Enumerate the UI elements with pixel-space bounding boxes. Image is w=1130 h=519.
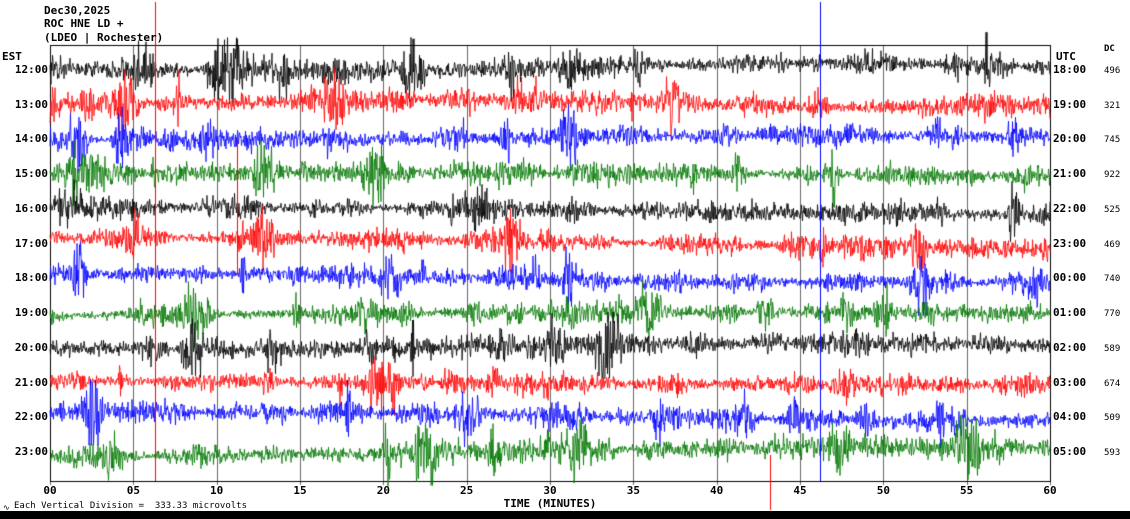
station-label: ROC HNE LD +	[44, 17, 124, 30]
est-time-label: 17:00	[14, 236, 48, 250]
utc-time-label: 22:00	[1053, 201, 1087, 215]
dc-value: 745	[1104, 135, 1121, 146]
x-tick-label: 40	[710, 484, 724, 497]
utc-time-label: 02:00	[1053, 340, 1087, 354]
x-tick-label: 50	[876, 484, 890, 497]
vertical-division-note: Each Vertical Division = 333.33 microvol…	[14, 501, 247, 511]
est-time-label: 20:00	[14, 340, 48, 354]
dc-value: 740	[1104, 274, 1121, 285]
utc-time-label: 04:00	[1053, 410, 1087, 424]
x-tick-label: 60	[1043, 484, 1057, 497]
x-tick-label: 05	[126, 484, 140, 497]
dc-value: 922	[1104, 170, 1121, 181]
est-axis-title: EST	[2, 50, 22, 63]
dc-value: 321	[1104, 100, 1121, 111]
est-time-label: 19:00	[14, 306, 48, 320]
x-tick-label: 55	[960, 484, 974, 497]
network-label: (LDEO | Rochester)	[44, 31, 164, 44]
x-tick-label: 35	[626, 484, 640, 497]
waveform-squiggle-icon: ∿	[3, 503, 10, 512]
utc-axis-title: UTC	[1056, 50, 1076, 63]
utc-time-label: 01:00	[1053, 306, 1087, 320]
dc-value: 593	[1104, 447, 1121, 458]
x-tick-label: 00	[43, 484, 57, 497]
utc-time-label: 19:00	[1053, 97, 1087, 111]
utc-time-label: 20:00	[1053, 132, 1087, 146]
x-tick-label: 30	[543, 484, 557, 497]
date-label: Dec30,2025	[44, 4, 111, 17]
est-time-label: 16:00	[14, 201, 48, 215]
x-tick-label: 25	[460, 484, 474, 497]
dc-value: 469	[1104, 239, 1121, 250]
dc-value: 770	[1104, 309, 1121, 320]
est-time-label: 14:00	[14, 132, 48, 146]
utc-time-label: 03:00	[1053, 375, 1087, 389]
est-time-label: 12:00	[14, 63, 48, 76]
x-axis-title: TIME (MINUTES)	[503, 497, 597, 510]
dc-axis-title: DC	[1104, 44, 1115, 54]
dc-value: 496	[1104, 66, 1121, 76]
est-time-label: 13:00	[14, 97, 48, 111]
utc-time-label: 18:00	[1053, 63, 1087, 76]
dc-value: 589	[1104, 343, 1121, 354]
dc-value: 525	[1104, 204, 1121, 215]
x-tick-label: 10	[210, 484, 224, 497]
x-tick-label: 45	[793, 484, 807, 497]
utc-time-label: 05:00	[1053, 444, 1087, 458]
dc-value: 509	[1104, 413, 1121, 424]
est-time-label: 15:00	[14, 167, 48, 181]
bottom-black-bar	[0, 511, 1130, 519]
est-time-label: 22:00	[14, 410, 48, 424]
utc-time-label: 23:00	[1053, 236, 1087, 250]
est-time-label: 23:00	[14, 444, 48, 458]
utc-time-label: 00:00	[1053, 271, 1087, 285]
x-tick-label: 15	[293, 484, 307, 497]
x-tick-label: 20	[376, 484, 390, 497]
dc-value: 674	[1104, 378, 1121, 389]
utc-time-label: 21:00	[1053, 167, 1087, 181]
est-time-label: 21:00	[14, 375, 48, 389]
est-time-label: 18:00	[14, 271, 48, 285]
